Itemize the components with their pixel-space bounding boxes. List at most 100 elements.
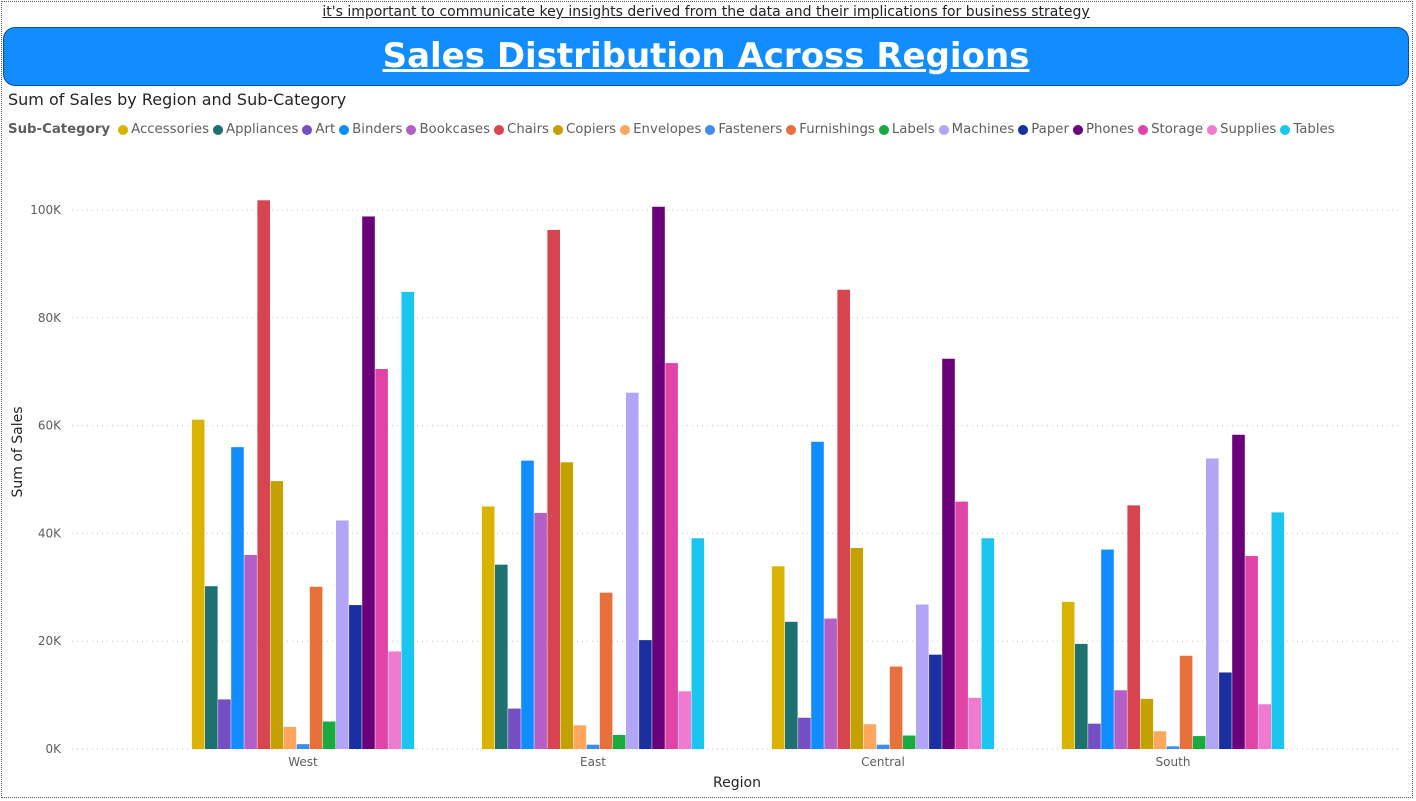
x-tick-label: South	[1156, 755, 1191, 769]
bar-storage-east[interactable]	[665, 363, 678, 749]
legend-item-chairs[interactable]: Chairs	[494, 122, 549, 137]
legend-item-bookcases[interactable]: Bookcases	[406, 122, 490, 137]
legend-marker	[705, 124, 716, 135]
bar-tables-west[interactable]	[401, 291, 415, 749]
bar-binders-central[interactable]	[811, 441, 824, 749]
bar-machines-east[interactable]	[626, 392, 639, 749]
bar-appliances-central[interactable]	[785, 621, 798, 749]
legend-item-paper[interactable]: Paper	[1018, 122, 1069, 137]
bar-accessories-east[interactable]	[481, 506, 495, 749]
legend-item-copiers[interactable]: Copiers	[552, 122, 617, 137]
bar-fasteners-east[interactable]	[586, 744, 600, 749]
bar-chairs-east[interactable]	[547, 229, 560, 749]
bar-binders-west[interactable]	[231, 447, 244, 749]
bar-tables-east[interactable]	[691, 538, 705, 749]
legend-item-supplies[interactable]: Supplies	[1207, 122, 1276, 137]
legend-item-accessories[interactable]: Accessories	[118, 122, 209, 137]
bar-machines-south[interactable]	[1206, 458, 1219, 749]
bar-storage-central[interactable]	[955, 501, 968, 749]
bar-furnishings-south[interactable]	[1179, 655, 1193, 749]
x-axis-title: Region	[713, 775, 761, 791]
bar-tables-south[interactable]	[1271, 512, 1285, 749]
legend-item-furnishings[interactable]: Furnishings	[786, 122, 875, 137]
bar-appliances-south[interactable]	[1075, 643, 1088, 749]
bar-accessories-west[interactable]	[191, 419, 205, 749]
chart-legend: Sub-Category Accessories Appliances Art Bin…	[8, 122, 1339, 137]
bar-phones-east[interactable]	[652, 206, 665, 750]
bar-phones-central[interactable]	[942, 358, 955, 749]
legend-item-tables[interactable]: Tables	[1280, 122, 1335, 137]
bar-supplies-central[interactable]	[968, 697, 981, 749]
bar-furnishings-central[interactable]	[889, 666, 903, 749]
bar-fasteners-west[interactable]	[296, 744, 310, 749]
y-tick-label: 0K	[45, 742, 62, 756]
bar-labels-south[interactable]	[1192, 736, 1206, 749]
bar-labels-west[interactable]	[322, 721, 336, 749]
legend-label: Envelopes	[633, 122, 702, 137]
bar-art-central[interactable]	[798, 717, 811, 749]
bar-phones-south[interactable]	[1232, 434, 1245, 749]
bar-accessories-south[interactable]	[1061, 601, 1075, 749]
legend-item-art[interactable]: Art	[302, 122, 335, 137]
legend-item-storage[interactable]: Storage	[1138, 122, 1203, 137]
bar-art-south[interactable]	[1088, 723, 1101, 749]
y-tick-label: 40K	[38, 526, 62, 540]
bar-art-west[interactable]	[218, 699, 231, 749]
bar-labels-central[interactable]	[902, 735, 916, 749]
bar-copiers-central[interactable]	[850, 547, 864, 749]
legend-item-labels[interactable]: Labels	[878, 122, 935, 137]
bar-copiers-west[interactable]	[270, 481, 284, 749]
bar-binders-east[interactable]	[521, 460, 534, 749]
bar-bookcases-east[interactable]	[534, 512, 547, 749]
bar-labels-east[interactable]	[612, 734, 626, 749]
legend-item-binders[interactable]: Binders	[339, 122, 402, 137]
page-title[interactable]: Sales Distribution Across Regions	[382, 36, 1030, 76]
bar-appliances-west[interactable]	[205, 586, 218, 749]
bar-furnishings-east[interactable]	[599, 592, 613, 749]
bar-supplies-east[interactable]	[678, 691, 691, 749]
legend-marker	[406, 124, 417, 135]
bar-envelopes-east[interactable]	[573, 725, 587, 749]
bar-supplies-west[interactable]	[388, 651, 401, 749]
legend-item-machines[interactable]: Machines	[938, 122, 1014, 137]
legend-marker	[302, 124, 313, 135]
bar-fasteners-south[interactable]	[1166, 746, 1180, 749]
legend-label: Tables	[1293, 122, 1335, 137]
bar-paper-west[interactable]	[349, 605, 362, 749]
bar-bookcases-central[interactable]	[824, 618, 837, 749]
legend-item-phones[interactable]: Phones	[1072, 122, 1134, 137]
bar-bookcases-south[interactable]	[1114, 690, 1127, 749]
bar-chairs-central[interactable]	[837, 289, 850, 749]
bar-paper-central[interactable]	[929, 654, 942, 749]
bar-copiers-east[interactable]	[560, 462, 574, 749]
bar-accessories-central[interactable]	[771, 566, 785, 749]
bar-bookcases-west[interactable]	[244, 554, 257, 749]
bar-appliances-east[interactable]	[495, 564, 508, 749]
legend-label: Copiers	[565, 122, 617, 137]
insight-note[interactable]: it's important to communicate key insigh…	[322, 4, 1090, 20]
bar-furnishings-west[interactable]	[309, 586, 323, 749]
bar-art-east[interactable]	[508, 708, 521, 749]
bar-supplies-south[interactable]	[1258, 704, 1271, 749]
bar-tables-central[interactable]	[981, 538, 995, 749]
legend-marker	[1207, 124, 1218, 135]
bar-machines-central[interactable]	[916, 604, 929, 749]
legend-item-envelopes[interactable]: Envelopes	[620, 122, 701, 137]
bar-copiers-south[interactable]	[1140, 698, 1154, 749]
bar-chairs-west[interactable]	[257, 200, 270, 750]
bar-paper-east[interactable]	[639, 640, 652, 749]
bar-envelopes-south[interactable]	[1153, 731, 1167, 749]
bar-fasteners-central[interactable]	[876, 744, 890, 749]
legend-item-appliances[interactable]: Appliances	[213, 122, 298, 137]
bar-chairs-south[interactable]	[1127, 505, 1140, 749]
bar-paper-south[interactable]	[1219, 672, 1232, 749]
legend-item-fasteners[interactable]: Fasteners	[705, 122, 782, 137]
bar-binders-south[interactable]	[1101, 549, 1114, 749]
bar-phones-west[interactable]	[362, 216, 375, 749]
bar-envelopes-west[interactable]	[283, 726, 297, 749]
bar-machines-west[interactable]	[336, 520, 349, 749]
bar-storage-west[interactable]	[375, 369, 388, 749]
bar-envelopes-central[interactable]	[863, 724, 877, 749]
bar-storage-south[interactable]	[1245, 556, 1258, 749]
